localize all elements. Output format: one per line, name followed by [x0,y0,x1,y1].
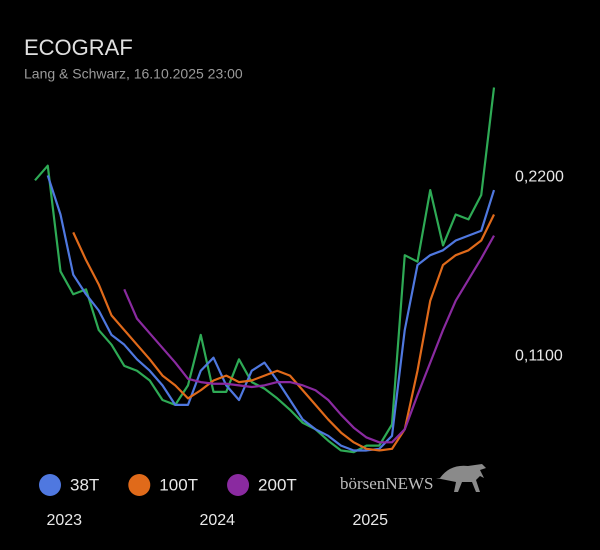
series-line [72,213,495,452]
y-tick-label: 0,1100 [515,347,563,364]
brand-logo: börsenNEWS [340,464,486,493]
legend-label: 200T [258,475,297,494]
series-line [34,87,496,454]
legend-swatch [39,474,61,496]
x-tick-label: 2025 [352,512,388,529]
y-tick-label: 0,2200 [515,168,564,185]
legend-swatch [227,474,250,496]
legend-label: 100T [159,475,198,494]
x-tick-label: 2023 [46,512,82,529]
bull-icon [436,464,486,492]
legend-swatch [128,474,151,496]
legend-label: 38T [70,475,99,494]
series-line [123,235,495,444]
x-tick-label: 2024 [199,512,235,529]
brand-text: börsenNEWS [340,474,433,493]
chart-subtitle: Lang & Schwarz, 16.10.2025 23:00 [24,66,243,82]
series-line [46,175,496,452]
chart-title: ECOGRAF [24,35,133,60]
